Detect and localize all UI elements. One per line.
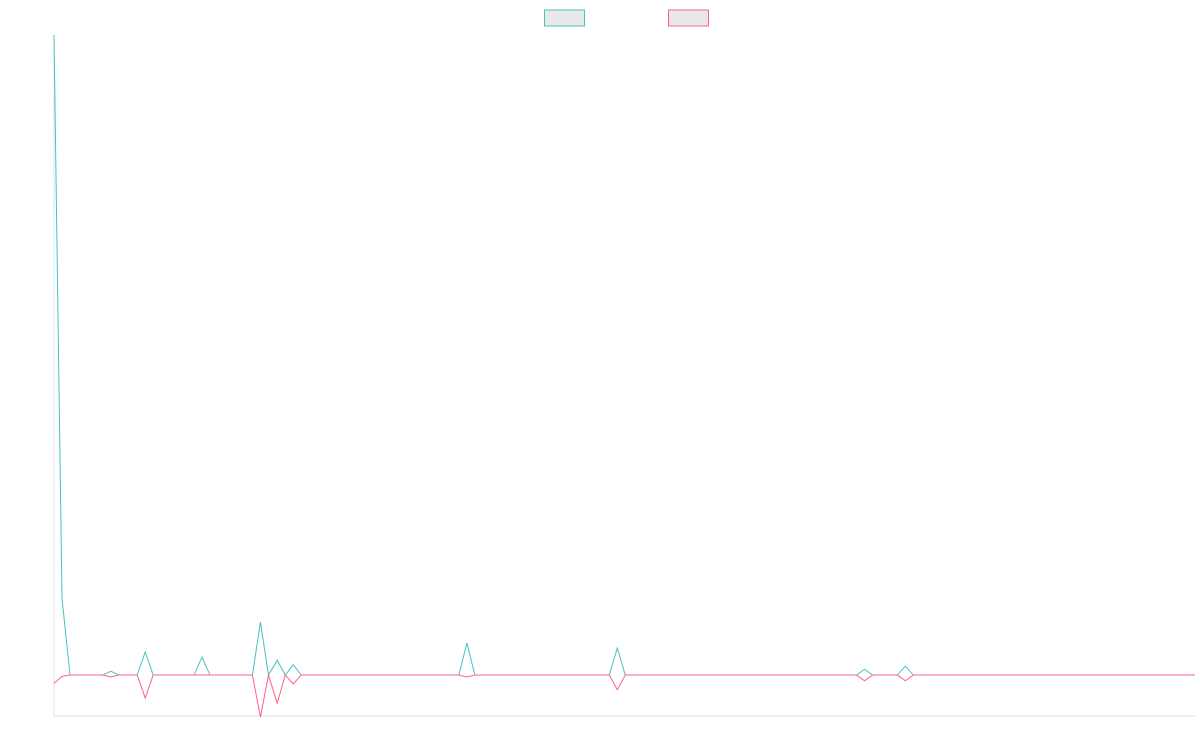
data-line <box>53 34 1195 677</box>
legend-swatch <box>544 9 585 27</box>
legend-swatch <box>668 9 709 27</box>
data-line <box>53 674 1195 718</box>
